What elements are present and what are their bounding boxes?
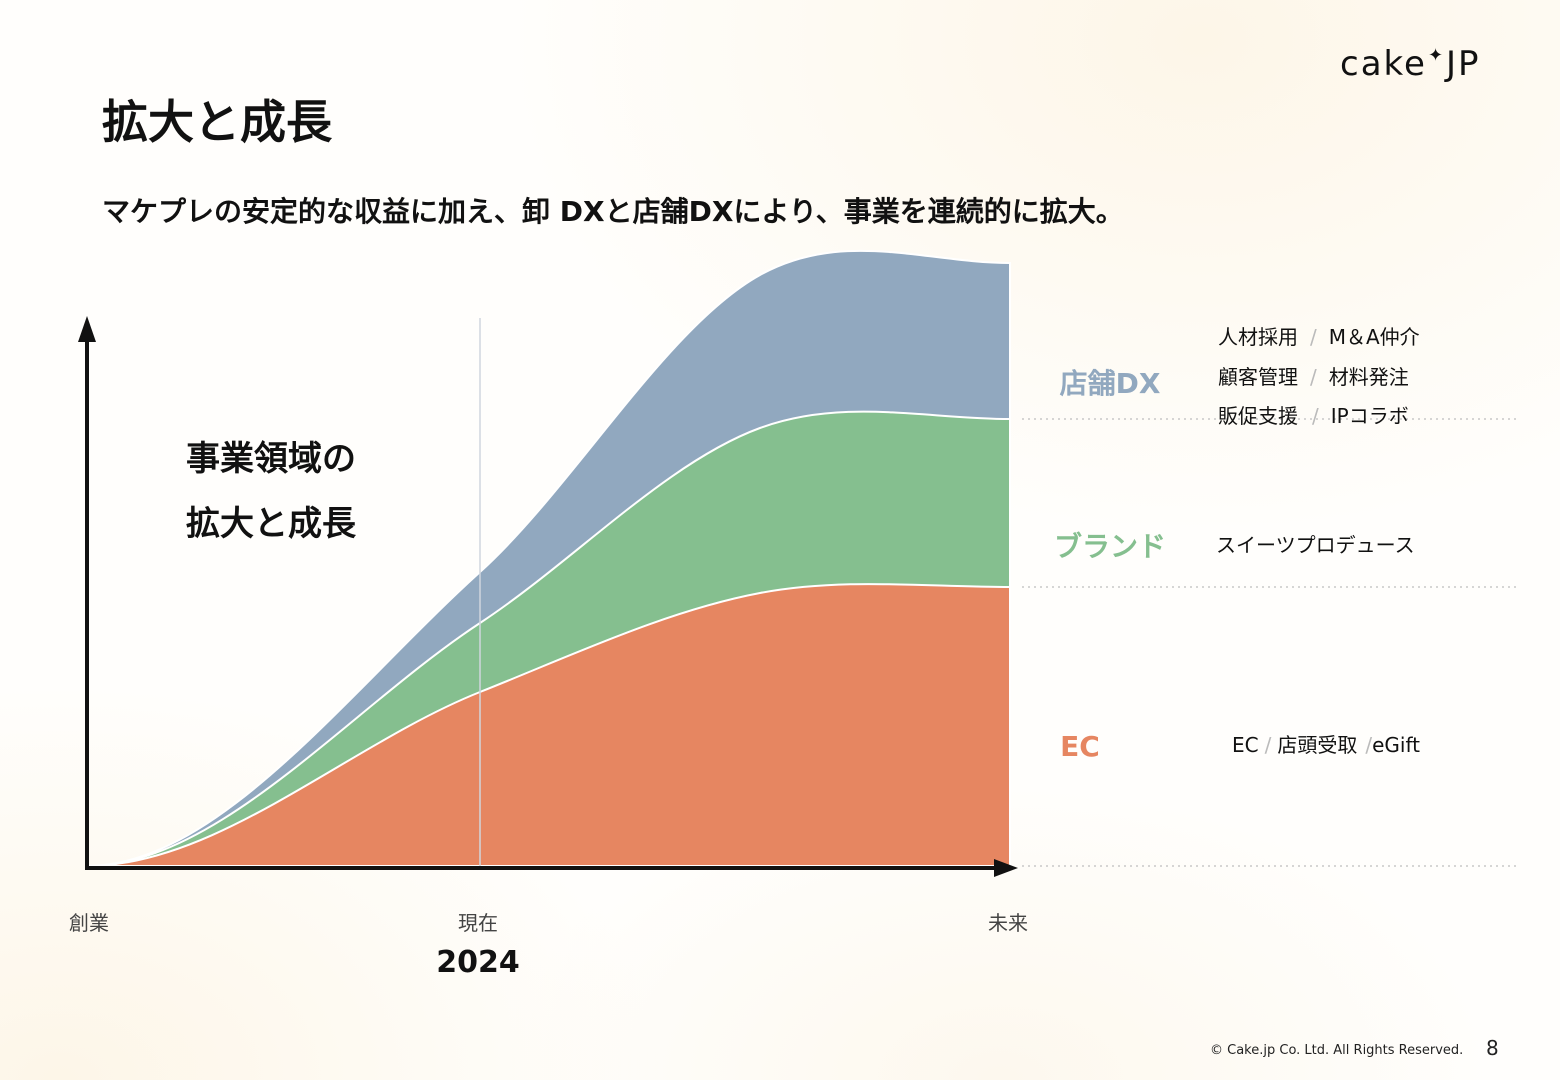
area-series-0 <box>86 583 1011 867</box>
current-year-label: 2024 <box>436 945 520 980</box>
logo-star-icon: ✦ <box>1427 45 1446 66</box>
brand-details: スイーツプロデュース <box>1216 533 1415 557</box>
x-tick-future: 未来 <box>988 911 1028 935</box>
y-axis-arrow-icon <box>78 316 96 342</box>
chart-annotation-line-2: 拡大と成長 <box>186 504 357 544</box>
logo-text-cake: cake <box>1340 44 1427 84</box>
page-title: 拡大と成長 <box>102 95 332 149</box>
series-label-ec: EC <box>1060 730 1100 763</box>
logo-text-jp: JP <box>1446 44 1481 84</box>
page-number: 8 <box>1486 1036 1499 1060</box>
store-dx-details-row-2: 顧客管理 / 材料発注 <box>1218 365 1409 389</box>
copyright: © Cake.jp Co. Ltd. All Rights Reserved. <box>1210 1043 1464 1058</box>
series-label-brand: ブランド <box>1054 530 1166 563</box>
logo: cake✦JP <box>1340 44 1481 84</box>
series-label-store-dx: 店舗DX <box>1060 367 1161 400</box>
x-tick-founding: 創業 <box>69 911 109 935</box>
ec-details: EC / 店頭受取/eGift <box>1232 733 1420 757</box>
store-dx-details-row-3: 販促支援 / IPコラボ <box>1218 404 1409 428</box>
chart-annotation-line-1: 事業領域の <box>186 439 356 479</box>
x-tick-now: 現在 <box>458 911 498 935</box>
x-axis-arrow-icon <box>994 859 1018 877</box>
page-subtitle: マケプレの安定的な収益に加え、卸 DXと店舗DXにより、事業を連続的に拡大。 <box>102 195 1124 228</box>
store-dx-details-row-1: 人材採用 / M＆A仲介 <box>1218 325 1420 349</box>
